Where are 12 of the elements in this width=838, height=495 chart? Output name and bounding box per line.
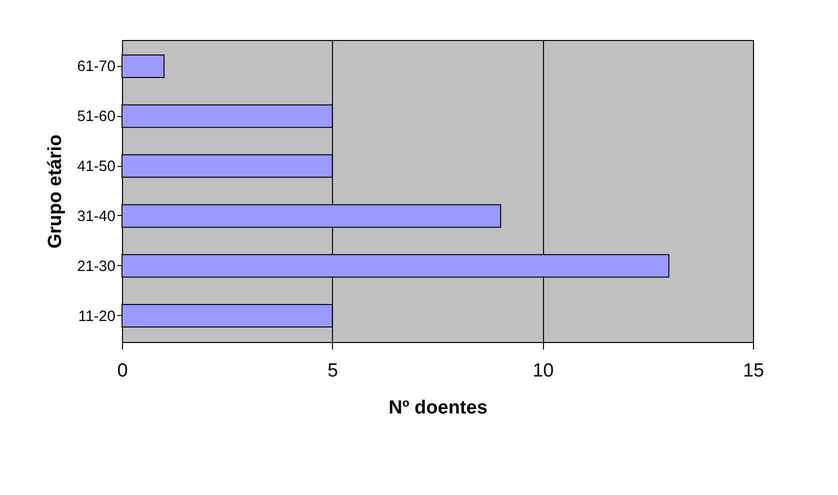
x-tick-label: 10	[532, 360, 554, 382]
y-tick-label: 61-70	[77, 58, 116, 76]
y-tick-label: 41-50	[77, 158, 116, 176]
x-tick-label: 0	[117, 360, 128, 382]
y-tick-label: 21-30	[77, 258, 116, 275]
y-tick-label: 31-40	[77, 208, 116, 225]
y-tick-label: 11-20	[78, 308, 116, 325]
x-tick-label: 15	[742, 360, 764, 382]
x-axis-title: Nº doentes	[388, 398, 488, 418]
x-tick-label: 5	[328, 360, 338, 382]
y-tick-label: 51-60	[77, 108, 116, 126]
y-axis-title: Grupo etário	[45, 134, 66, 249]
